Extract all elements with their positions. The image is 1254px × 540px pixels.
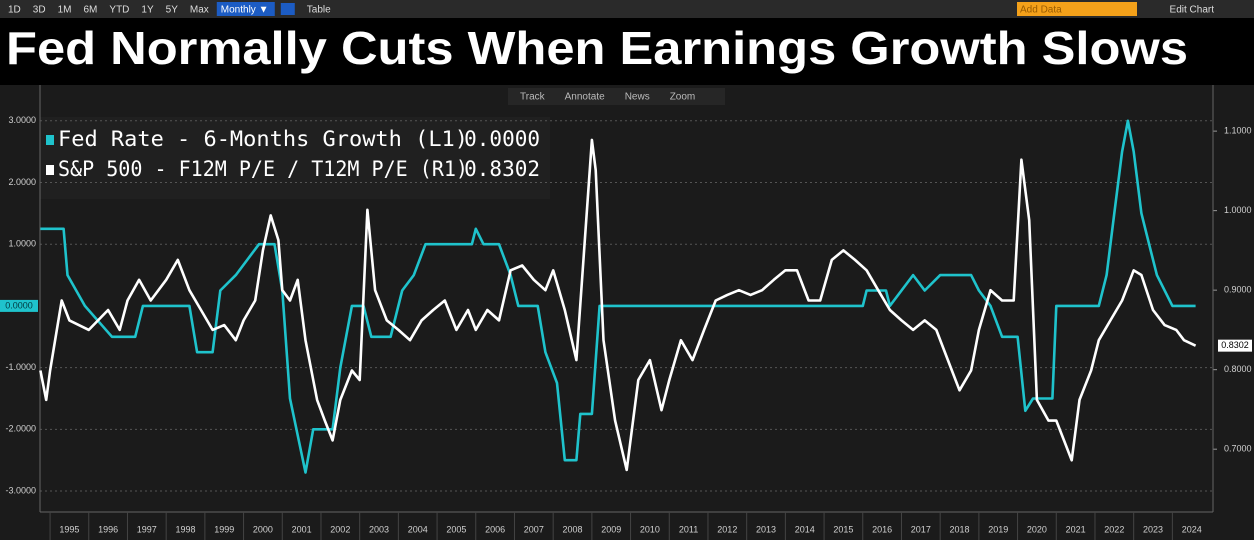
x-tick-label: 2015 [833, 524, 853, 534]
x-tick-label: 2022 [1104, 524, 1124, 534]
x-tick-label: 2000 [253, 524, 273, 534]
x-tick-label: 2018 [949, 524, 969, 534]
x-tick-label: 2003 [369, 524, 389, 534]
x-tick-label: 1996 [98, 524, 118, 534]
chart-type-icon[interactable] [280, 3, 295, 15]
x-tick-label: 2013 [756, 524, 776, 534]
toolbar [0, 0, 1254, 18]
interval-button[interactable]: Monthly ▼ [221, 5, 269, 16]
range-button[interactable]: 6M [84, 5, 98, 16]
x-tick-label: 2006 [485, 524, 505, 534]
chart-tool[interactable]: Track [520, 92, 546, 103]
range-button[interactable]: 1D [8, 5, 21, 16]
y-tick-label: 1.0000 [8, 239, 36, 249]
last-value-label: 0.8302 [1221, 340, 1249, 350]
legend-swatch [46, 165, 54, 175]
y-tick-label: -2.0000 [5, 424, 36, 434]
y-tick-label: -3.0000 [5, 485, 36, 495]
chart-tool[interactable]: News [625, 92, 650, 103]
last-value-tag [1218, 339, 1252, 352]
range-button[interactable]: 3D [33, 5, 46, 16]
x-tick-label: 2024 [1182, 524, 1202, 534]
x-tick-label: 2002 [330, 524, 350, 534]
x-tick-label: 1998 [175, 524, 195, 534]
x-tick-label: 2010 [640, 524, 660, 534]
range-button[interactable]: YTD [109, 5, 129, 16]
legend [40, 117, 550, 199]
y2-tick-label: 0.7000 [1224, 444, 1252, 454]
add-data-field[interactable] [1017, 2, 1137, 16]
legend-label: Fed Rate - 6-Months Growth (L1) [58, 127, 468, 151]
x-tick-label: 2007 [524, 524, 544, 534]
edit-chart[interactable]: Edit Chart [1170, 5, 1215, 16]
x-tick-label: 2009 [601, 524, 621, 534]
title-bar [0, 18, 1254, 85]
legend-value: 0.0000 [464, 127, 540, 151]
range-button[interactable]: 1Y [141, 5, 154, 16]
last-value-label: 0.0000 [5, 300, 33, 310]
x-tick-label: 2014 [795, 524, 815, 534]
x-tick-label: 2019 [988, 524, 1008, 534]
y2-tick-label: 1.1000 [1224, 125, 1252, 135]
legend-swatch [46, 135, 54, 145]
x-tick-label: 2021 [1066, 524, 1086, 534]
y-tick-label: 2.0000 [8, 177, 36, 187]
x-tick-label: 2020 [1027, 524, 1047, 534]
chart-tool[interactable]: Zoom [670, 92, 696, 103]
table-button[interactable]: Table [307, 5, 331, 16]
x-tick-label: 2016 [872, 524, 892, 534]
add-data[interactable]: Add Data [1020, 5, 1062, 16]
x-tick-label: 1995 [59, 524, 79, 534]
chart-title: Fed Normally Cuts When Earnings Growth S… [6, 22, 1188, 74]
x-tick-label: 1997 [137, 524, 157, 534]
legend-label: S&P 500 - F12M P/E / T12M P/E (R1) [58, 157, 468, 181]
last-value-tag [0, 299, 38, 312]
y-tick-label: 3.0000 [8, 115, 36, 125]
x-tick-label: 1999 [214, 524, 234, 534]
interval-button-bg[interactable] [216, 2, 275, 16]
chart-tool[interactable]: Annotate [565, 92, 605, 103]
x-tick-label: 2005 [446, 524, 466, 534]
x-tick-label: 2004 [408, 524, 428, 534]
series-line [39, 138, 1197, 472]
x-tick-label: 2012 [717, 524, 737, 534]
x-tick-label: 2017 [911, 524, 931, 534]
y2-tick-label: 0.9000 [1224, 285, 1252, 295]
y-tick-label: -1.0000 [5, 362, 36, 372]
x-tick-label: 2001 [292, 524, 312, 534]
x-tick-label: 2011 [679, 524, 698, 534]
x-tick-label: 2023 [1143, 524, 1163, 534]
range-button[interactable]: 1M [58, 5, 72, 16]
x-tick-label: 2008 [562, 524, 582, 534]
legend-value: 0.8302 [464, 157, 540, 181]
chart-tools [508, 88, 725, 105]
series-line [40, 119, 1196, 474]
range-button[interactable]: Max [190, 5, 209, 16]
y2-tick-label: 1.0000 [1224, 205, 1252, 215]
y2-tick-label: 0.8000 [1224, 364, 1252, 374]
range-button[interactable]: 5Y [166, 5, 179, 16]
